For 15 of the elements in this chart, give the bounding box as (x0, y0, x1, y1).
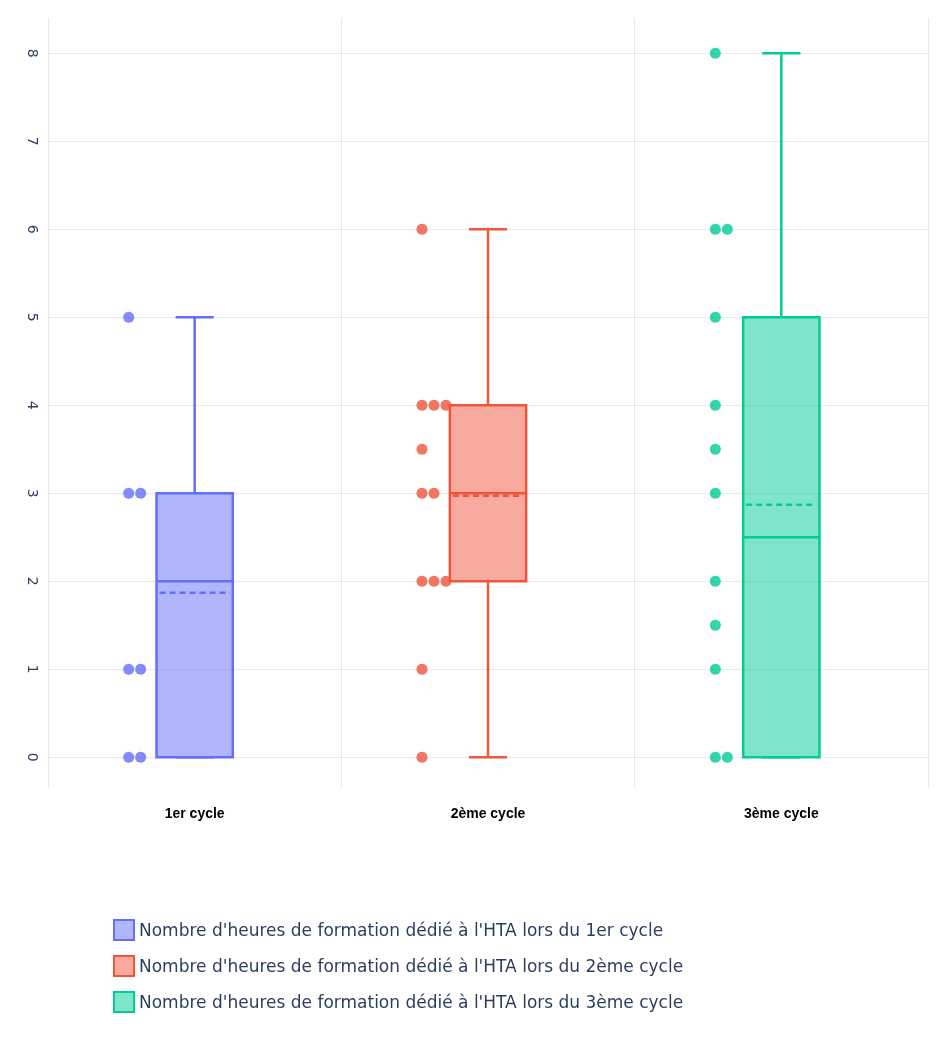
x-tick-label: 3ème cycle (743, 805, 819, 821)
y-tick-label: 0 (25, 752, 41, 762)
legend-label: Nombre d'heures de formation dédié à l'HTA lors du 1er cycle (139, 920, 664, 940)
y-tick-label: 1 (25, 664, 41, 674)
y-tick-label: 4 (25, 400, 41, 410)
x-tick-label: 1er cycle (164, 805, 225, 821)
y-tick-label: 2 (25, 576, 41, 586)
y-tick-label: 6 (25, 224, 41, 234)
y-tick-label: 5 (25, 312, 41, 322)
legend-label: Nombre d'heures de formation dédié à l'HTA lors du 2ème cycle (139, 956, 684, 976)
y-tick-label: 7 (25, 136, 41, 146)
y-tick-label: 8 (25, 48, 41, 58)
x-tick-label: 2ème cycle (450, 805, 526, 821)
legend-label: Nombre d'heures de formation dédié à l'HTA lors du 3ème cycle (139, 992, 684, 1012)
y-tick-label: 3 (25, 488, 41, 498)
